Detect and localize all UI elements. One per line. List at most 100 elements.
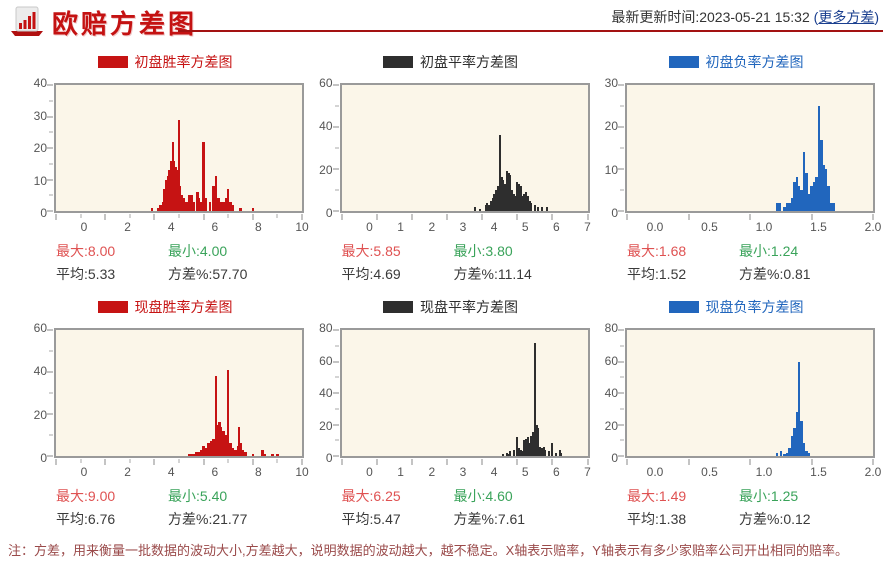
x-axis-tick [203, 459, 205, 465]
histogram-bar [795, 411, 798, 456]
y-axis-tick [332, 455, 339, 457]
y-axis-tick [47, 455, 53, 457]
x-axis-minor-tick [80, 459, 82, 463]
x-axis-minor-tick [178, 214, 180, 218]
y-axis-minor-tick [49, 131, 53, 133]
y-axis-tick [618, 424, 624, 425]
more-variance-link[interactable]: (更多方差) [814, 9, 879, 25]
y-axis-tick-label: 0 [611, 451, 618, 465]
x-axis-tick-label: 7 [584, 465, 591, 479]
x-axis-tick [55, 459, 57, 465]
histogram-bar [244, 451, 247, 456]
histogram-bar [502, 454, 505, 456]
x-axis-tick [55, 214, 57, 220]
histogram-bar [276, 453, 279, 456]
x-axis-tick [516, 214, 518, 220]
y-axis-tick [47, 210, 53, 212]
histogram-bar [171, 141, 175, 211]
histogram-bar [807, 194, 811, 211]
stat-variance-value: 11.14 [497, 265, 532, 282]
histogram-bar [827, 185, 830, 211]
chart-legend: 现盘胜率方差图 [26, 299, 304, 315]
y-axis-minor-tick [620, 189, 624, 191]
x-axis-tick-label: 3 [459, 220, 467, 234]
histogram-bar [187, 195, 191, 211]
histogram-bar [222, 430, 225, 456]
histogram-bar [516, 181, 519, 211]
histogram-bar [518, 183, 521, 211]
histogram-bar [194, 451, 198, 456]
histogram-bar [525, 438, 528, 456]
legend-swatch [668, 301, 699, 313]
histogram-bar [504, 183, 507, 211]
x-axis-tick-label: 7 [584, 220, 591, 234]
histogram-bar [807, 452, 811, 456]
histogram-bar [528, 443, 531, 456]
stat-min-label: 最小: [739, 242, 771, 259]
stat-max: 最大:6.25 [342, 486, 454, 506]
histogram-bar [532, 432, 535, 456]
histogram-bar [217, 198, 220, 211]
paren-close: ) [874, 9, 879, 25]
histogram-bar [817, 106, 821, 211]
histogram-bar [502, 179, 505, 211]
x-axis-tick [153, 459, 155, 465]
histogram-bar [802, 152, 806, 211]
x-axis-tick-label: 2 [428, 465, 436, 479]
y-axis-tick-label: 40 [604, 386, 618, 400]
y-axis-tick [47, 413, 53, 415]
x-axis-tick [749, 214, 751, 220]
chart-legend: 现盘负率方差图 [597, 299, 875, 315]
y-axis-tick [618, 361, 624, 362]
x-axis-labels: 0 2 4 6 8 10 [81, 213, 309, 237]
stat-min: 最小:1.24 [739, 241, 798, 261]
y-axis-tick [332, 424, 339, 425]
histogram-bar [234, 449, 237, 456]
footnote: 注：方差，用来衡量一批数据的波动大小,方差越大，说明数据的波动越大，越不稳定。X… [8, 543, 848, 558]
histogram-bar [793, 181, 796, 211]
plot-area [332, 83, 590, 220]
histogram-bar [209, 441, 213, 456]
y-axis-minor-tick [620, 376, 624, 378]
histogram-bar [208, 201, 211, 211]
histogram-bar [512, 194, 515, 211]
x-axis-tick [301, 459, 303, 465]
stat-avg: 平均:1.52 [627, 264, 739, 284]
x-axis-tick [811, 459, 812, 465]
x-axis-minor-tick [276, 214, 278, 218]
plot-area [618, 83, 875, 220]
histogram-bar [239, 443, 242, 456]
stat-variance-value: 7.61 [497, 510, 526, 527]
histogram-bar [498, 135, 501, 211]
x-axis-tick-label: 0 [366, 220, 373, 234]
legend-swatch [383, 301, 413, 313]
x-axis-tick-label: 2 [124, 220, 131, 234]
histogram-bar [507, 173, 510, 211]
x-axis-tick-label: 0.0 [646, 220, 664, 234]
histogram-bar [800, 421, 803, 456]
y-axis-tick-label: 60 [319, 76, 333, 90]
histogram-bar [805, 173, 808, 211]
chart-legend: 初盘负率方差图 [597, 54, 875, 70]
stat-avg-value: 1.52 [658, 265, 687, 282]
x-axis-labels: 0 1 2 3 4 5 6 7 [366, 458, 591, 482]
histogram-bar [192, 453, 195, 456]
stat-avg-value: 4.69 [373, 265, 401, 282]
legend-swatch [97, 56, 128, 68]
histogram-bar [797, 361, 801, 456]
last-updated: 最新更新时间:2023-05-21 15:32 (更多方差) [611, 7, 879, 27]
histogram-bar [229, 443, 232, 456]
stat-min-value: 1.24 [770, 242, 799, 259]
stat-min-value: 1.25 [770, 487, 799, 504]
stats-block: 最大:6.25 最小:4.60 平均:5.47 方差%:7.61 [312, 484, 590, 530]
histogram-bar [180, 195, 183, 211]
histogram-bar [207, 443, 210, 456]
stat-variance-label: 方差%: [168, 265, 213, 282]
y-axis-tick [618, 168, 624, 170]
histogram-bar [263, 453, 267, 456]
stat-avg-value: 5.33 [87, 265, 116, 282]
stat-avg-label: 平均: [341, 265, 374, 282]
x-axis-tick [749, 459, 751, 465]
y-axis-tick-label: 80 [604, 321, 618, 335]
x-axis-tick [872, 459, 874, 465]
